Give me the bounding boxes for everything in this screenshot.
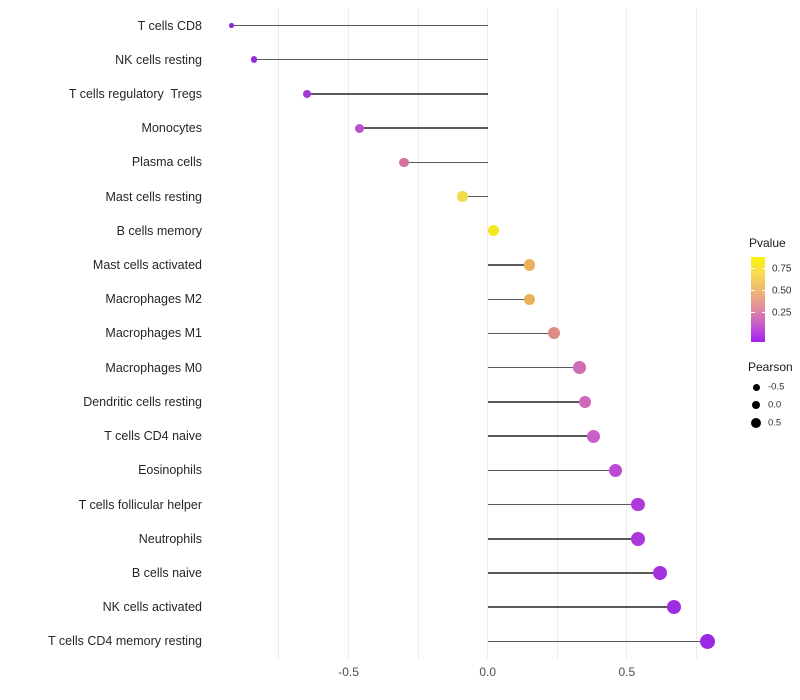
category-label: Macrophages M2 [105, 292, 202, 307]
category-label: NK cells resting [115, 52, 202, 67]
stem [231, 24, 488, 27]
data-point [487, 225, 499, 237]
stem [404, 161, 488, 164]
category-label: Mast cells resting [105, 189, 202, 204]
category-label: B cells memory [116, 223, 202, 238]
gridline-x-0.5 [626, 8, 628, 659]
stem [462, 195, 488, 198]
stem [487, 401, 586, 403]
data-point [630, 531, 645, 546]
pearson-legend-dot [751, 400, 761, 410]
gridline-x--0.25 [417, 8, 419, 659]
category-label: Plasma cells [131, 155, 202, 170]
stem [487, 298, 530, 300]
pvalue-colorbar [751, 257, 765, 342]
category-label: Macrophages M1 [105, 326, 202, 341]
stem [487, 538, 638, 540]
data-point [523, 259, 536, 271]
category-label: NK cells activated [102, 600, 202, 615]
data-point [399, 157, 409, 168]
data-point [548, 327, 561, 340]
pearson-legend-label: 0.0 [768, 399, 782, 411]
data-point [457, 191, 468, 202]
data-point [250, 56, 258, 63]
colorbar-tick-mark [761, 290, 765, 292]
stem [487, 606, 675, 608]
colorbar-tick-label: 0.25 [772, 307, 792, 319]
gridline-x-0.75 [695, 8, 697, 659]
data-point [523, 293, 536, 305]
colorbar-tick-label: 0.50 [772, 285, 792, 297]
data-point [573, 361, 586, 374]
colorbar-tick-mark [751, 268, 755, 270]
colorbar-tick-label: 0.75 [772, 263, 792, 275]
data-point [229, 23, 234, 28]
category-label: Monocytes [141, 121, 202, 136]
data-point [608, 463, 623, 478]
pearson-legend-title: Pearson [748, 360, 793, 374]
x-axis-tick-label: -0.5 [338, 665, 359, 679]
stem [306, 93, 488, 95]
stem [487, 264, 530, 266]
data-point [653, 566, 668, 581]
pvalue-legend-title: Pvalue [749, 236, 786, 250]
gridline-x--0.75 [278, 8, 280, 659]
stem [487, 640, 708, 643]
colorbar-tick-mark [761, 268, 765, 270]
gridline-x--0.5 [348, 8, 350, 659]
category-label: Neutrophils [138, 531, 202, 546]
data-point [578, 395, 592, 409]
stem [487, 469, 616, 472]
colorbar-tick-mark [751, 290, 755, 292]
data-point [302, 89, 311, 98]
data-point [666, 599, 682, 615]
category-label: T cells regulatory Tregs [68, 86, 202, 101]
category-label: Mast cells activated [92, 258, 202, 273]
stem [487, 572, 661, 574]
x-axis-tick-label: 0.0 [479, 665, 497, 679]
stem [487, 435, 594, 437]
data-point [586, 429, 600, 443]
stem [253, 58, 488, 61]
stem [359, 127, 488, 129]
data-point [355, 123, 365, 133]
category-label: T cells CD4 memory resting [48, 634, 202, 649]
pearson-legend-label: 0.5 [768, 417, 782, 429]
colorbar-tick-mark [761, 312, 765, 314]
category-label: T cells CD8 [137, 18, 202, 33]
stem [487, 332, 555, 335]
x-axis-tick-label: 0.5 [618, 665, 636, 679]
pearson-legend-dot [751, 417, 761, 428]
category-label: B cells naive [131, 566, 202, 581]
category-label: T cells CD4 naive [104, 429, 202, 444]
data-point [631, 497, 645, 512]
pearson-legend-dot [752, 383, 760, 391]
category-label: Eosinophils [138, 463, 202, 478]
stem [487, 503, 638, 506]
stem [487, 366, 580, 369]
category-label: T cells follicular helper [78, 497, 202, 512]
category-label: Dendritic cells resting [83, 394, 202, 409]
data-point [700, 633, 716, 649]
colorbar-tick-mark [751, 312, 755, 314]
pearson-legend-label: -0.5 [768, 381, 785, 393]
category-label: Macrophages M0 [105, 360, 202, 375]
